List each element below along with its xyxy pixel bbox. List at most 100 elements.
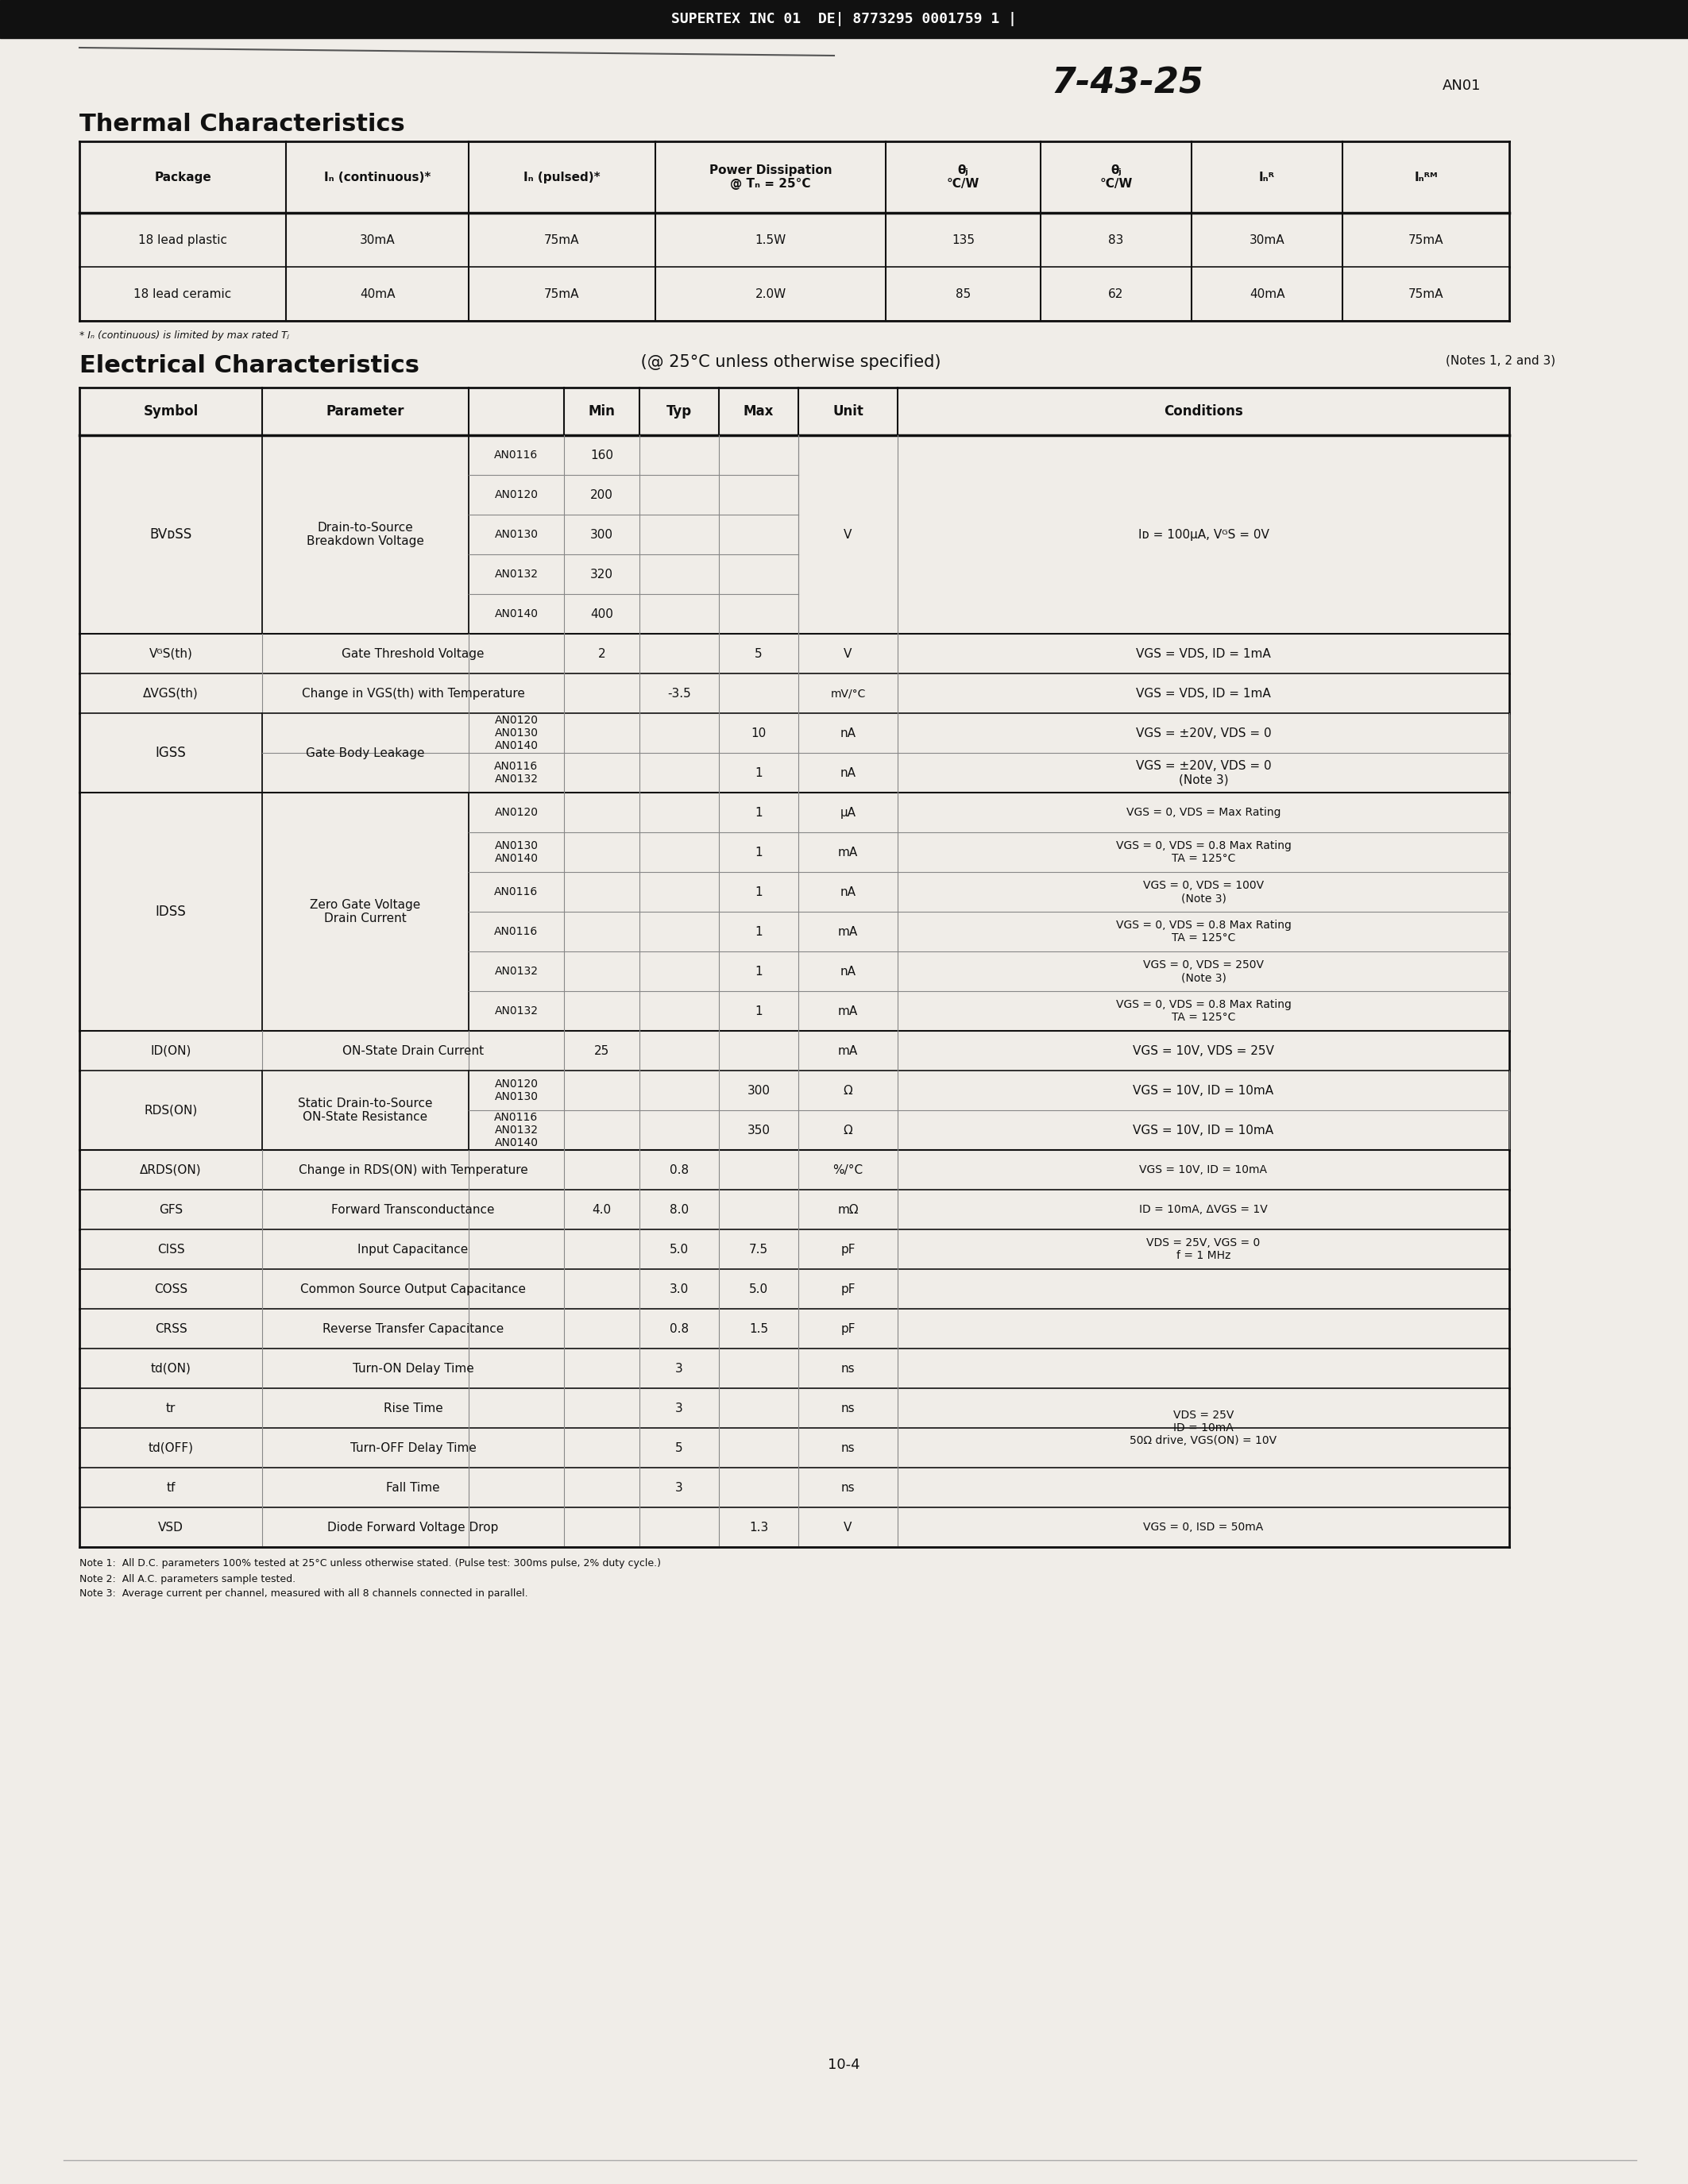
Text: Diode Forward Voltage Drop: Diode Forward Voltage Drop bbox=[327, 1522, 498, 1533]
Text: pF: pF bbox=[841, 1282, 856, 1295]
Text: BVᴅSS: BVᴅSS bbox=[150, 526, 192, 542]
Text: 2: 2 bbox=[598, 649, 606, 660]
Text: nA: nA bbox=[841, 727, 856, 738]
Text: 18 lead ceramic: 18 lead ceramic bbox=[133, 288, 231, 299]
Text: VGS = 0, ISD = 50mA: VGS = 0, ISD = 50mA bbox=[1143, 1522, 1264, 1533]
Text: 1: 1 bbox=[755, 965, 763, 976]
Text: Symbol: Symbol bbox=[143, 404, 197, 419]
Text: AN0130
AN0140: AN0130 AN0140 bbox=[495, 841, 538, 865]
Text: Change in RDS(ON) with Temperature: Change in RDS(ON) with Temperature bbox=[299, 1164, 528, 1175]
Text: Note 1:  All D.C. parameters 100% tested at 25°C unless otherwise stated. (Pulse: Note 1: All D.C. parameters 100% tested … bbox=[79, 1557, 662, 1568]
Text: µA: µA bbox=[841, 806, 856, 819]
Text: Reverse Transfer Capacitance: Reverse Transfer Capacitance bbox=[322, 1324, 503, 1334]
Text: mA: mA bbox=[837, 1044, 858, 1057]
Text: Parameter: Parameter bbox=[326, 404, 405, 419]
Text: IDSS: IDSS bbox=[155, 904, 186, 919]
Text: VGS = ±20V, VDS = 0
(Note 3): VGS = ±20V, VDS = 0 (Note 3) bbox=[1136, 760, 1271, 786]
Text: 1: 1 bbox=[755, 1005, 763, 1018]
Text: 1: 1 bbox=[755, 926, 763, 937]
Text: mV/°C: mV/°C bbox=[830, 688, 866, 699]
Text: Power Dissipation
@ Tₙ = 25°C: Power Dissipation @ Tₙ = 25°C bbox=[709, 164, 832, 190]
Text: Min: Min bbox=[589, 404, 614, 419]
Text: -3.5: -3.5 bbox=[667, 688, 690, 699]
Text: td(ON): td(ON) bbox=[150, 1363, 191, 1374]
Text: Iᴅ = 100µA, VᴳS = 0V: Iᴅ = 100µA, VᴳS = 0V bbox=[1138, 529, 1269, 539]
Text: 350: 350 bbox=[748, 1125, 770, 1136]
Text: ID(ON): ID(ON) bbox=[150, 1044, 191, 1057]
Text: 40mA: 40mA bbox=[360, 288, 395, 299]
Text: Note 3:  Average current per channel, measured with all 8 channels connected in : Note 3: Average current per channel, mea… bbox=[79, 1588, 528, 1599]
Text: 8.0: 8.0 bbox=[670, 1203, 689, 1216]
Text: AN01: AN01 bbox=[1442, 79, 1480, 94]
Text: mA: mA bbox=[837, 845, 858, 858]
Text: nA: nA bbox=[841, 965, 856, 976]
Text: ns: ns bbox=[841, 1402, 856, 1413]
Text: 25: 25 bbox=[594, 1044, 609, 1057]
Text: Ω: Ω bbox=[844, 1085, 852, 1096]
Text: Static Drain-to-Source
ON-State Resistance: Static Drain-to-Source ON-State Resistan… bbox=[299, 1096, 432, 1123]
Text: VGS = 0, VDS = 0.8 Max Rating
TA = 125°C: VGS = 0, VDS = 0.8 Max Rating TA = 125°C bbox=[1116, 919, 1291, 943]
Text: CISS: CISS bbox=[157, 1243, 184, 1256]
Text: GFS: GFS bbox=[159, 1203, 182, 1216]
Text: Iₙ (continuous)*: Iₙ (continuous)* bbox=[324, 170, 430, 183]
Text: Thermal Characteristics: Thermal Characteristics bbox=[79, 114, 405, 135]
Text: AN0120: AN0120 bbox=[495, 489, 538, 500]
Text: CRSS: CRSS bbox=[155, 1324, 187, 1334]
Text: θⱼ
°C/W: θⱼ °C/W bbox=[947, 164, 979, 190]
Text: VGS = 10V, VDS = 25V: VGS = 10V, VDS = 25V bbox=[1133, 1044, 1274, 1057]
Text: θⱼ
°C/W: θⱼ °C/W bbox=[1099, 164, 1133, 190]
Text: mA: mA bbox=[837, 1005, 858, 1018]
Text: 3: 3 bbox=[675, 1481, 684, 1494]
Text: 7.5: 7.5 bbox=[749, 1243, 768, 1256]
Text: 30mA: 30mA bbox=[1249, 234, 1285, 247]
Text: 30mA: 30mA bbox=[360, 234, 395, 247]
Text: 75mA: 75mA bbox=[544, 288, 579, 299]
Text: Change in VGS(th) with Temperature: Change in VGS(th) with Temperature bbox=[302, 688, 525, 699]
Text: VGS = 0, VDS = Max Rating: VGS = 0, VDS = Max Rating bbox=[1126, 806, 1281, 819]
Text: Electrical Characteristics: Electrical Characteristics bbox=[79, 354, 419, 378]
Text: Gate Body Leakage: Gate Body Leakage bbox=[306, 747, 425, 758]
Text: 83: 83 bbox=[1109, 234, 1124, 247]
Text: VGS = 10V, ID = 10mA: VGS = 10V, ID = 10mA bbox=[1133, 1085, 1274, 1096]
Text: Turn-OFF Delay Time: Turn-OFF Delay Time bbox=[349, 1441, 476, 1455]
Text: Zero Gate Voltage
Drain Current: Zero Gate Voltage Drain Current bbox=[311, 900, 420, 924]
Text: 1: 1 bbox=[755, 845, 763, 858]
Text: VDS = 25V, VGS = 0
f = 1 MHz: VDS = 25V, VGS = 0 f = 1 MHz bbox=[1146, 1238, 1261, 1260]
Text: 18 lead plastic: 18 lead plastic bbox=[138, 234, 228, 247]
Text: AN0140: AN0140 bbox=[495, 609, 538, 620]
Text: ns: ns bbox=[841, 1481, 856, 1494]
Text: V: V bbox=[844, 529, 852, 539]
Text: Conditions: Conditions bbox=[1163, 404, 1242, 419]
Text: %/°C: %/°C bbox=[832, 1164, 863, 1175]
Text: VGS = 10V, ID = 10mA: VGS = 10V, ID = 10mA bbox=[1139, 1164, 1268, 1175]
Text: VSD: VSD bbox=[159, 1522, 184, 1533]
Text: mΩ: mΩ bbox=[837, 1203, 859, 1216]
Text: AN0132: AN0132 bbox=[495, 965, 538, 976]
Text: ns: ns bbox=[841, 1363, 856, 1374]
Text: 3: 3 bbox=[675, 1363, 684, 1374]
Text: 1.5: 1.5 bbox=[749, 1324, 768, 1334]
Text: AN0116: AN0116 bbox=[495, 926, 538, 937]
Text: 1.5W: 1.5W bbox=[755, 234, 787, 247]
Text: AN0120
AN0130: AN0120 AN0130 bbox=[495, 1079, 538, 1103]
Text: Common Source Output Capacitance: Common Source Output Capacitance bbox=[300, 1282, 527, 1295]
Text: 40mA: 40mA bbox=[1249, 288, 1285, 299]
Text: 1: 1 bbox=[755, 887, 763, 898]
Text: 10-4: 10-4 bbox=[827, 2057, 861, 2073]
Text: 200: 200 bbox=[591, 489, 613, 500]
Text: 1: 1 bbox=[755, 806, 763, 819]
Text: VGS = VDS, ID = 1mA: VGS = VDS, ID = 1mA bbox=[1136, 649, 1271, 660]
Text: 3: 3 bbox=[675, 1402, 684, 1413]
Text: ON-State Drain Current: ON-State Drain Current bbox=[343, 1044, 484, 1057]
Text: AN0120
AN0130
AN0140: AN0120 AN0130 AN0140 bbox=[495, 714, 538, 751]
Text: AN0116
AN0132: AN0116 AN0132 bbox=[495, 760, 538, 784]
Text: AN0116: AN0116 bbox=[495, 887, 538, 898]
Text: VGS = 0, VDS = 250V
(Note 3): VGS = 0, VDS = 250V (Note 3) bbox=[1143, 959, 1264, 983]
Text: IGSS: IGSS bbox=[155, 745, 186, 760]
Text: VᴳS(th): VᴳS(th) bbox=[149, 649, 192, 660]
Text: 75mA: 75mA bbox=[1408, 234, 1443, 247]
Text: 300: 300 bbox=[591, 529, 613, 539]
Text: AN0132: AN0132 bbox=[495, 568, 538, 579]
Text: 7-43-25: 7-43-25 bbox=[1052, 66, 1204, 100]
Text: VGS = VDS, ID = 1mA: VGS = VDS, ID = 1mA bbox=[1136, 688, 1271, 699]
